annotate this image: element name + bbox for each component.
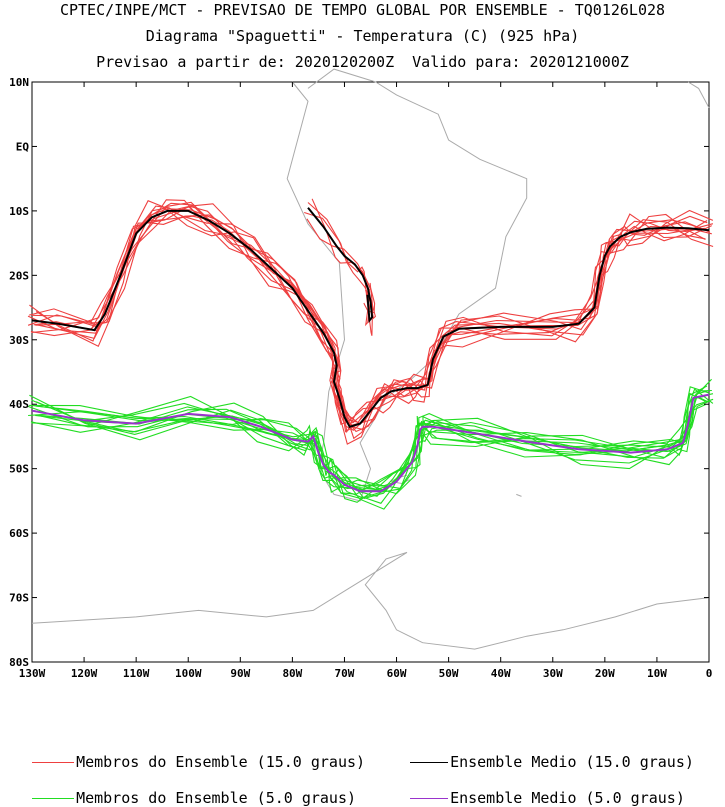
lat-tick-label-8: 70S [9, 592, 29, 605]
legend-swatch-mean-15 [410, 762, 449, 763]
lon-tick-label-7: 60W [387, 667, 407, 680]
legend-item-mean-15: Ensemble Medio (15.0 graus) [392, 735, 694, 771]
member-15-line-8 [35, 202, 711, 431]
lon-tick-label-13: 0 [706, 667, 713, 680]
legend-label-mean-15: Ensemble Medio (15.0 graus) [450, 753, 694, 771]
lat-tick-label-2: 10S [9, 205, 29, 218]
member-5-line-13 [31, 392, 706, 490]
coastline-1 [31, 551, 710, 650]
title-line-2: Diagrama "Spaguetti" - Temperatura (C) (… [145, 27, 580, 45]
mean-5-line [31, 393, 710, 493]
lon-tick-label-3: 100W [175, 667, 202, 680]
coastline-layer [31, 68, 710, 650]
coastline-3 [516, 493, 522, 497]
member-15-line-11 [31, 201, 714, 426]
lat-tick-label-6: 50S [9, 463, 29, 476]
member-15-line-7 [29, 203, 714, 445]
legend-swatch-members-15 [32, 762, 75, 763]
lon-tick-label-6: 70W [335, 667, 355, 680]
member-15-line-2 [30, 199, 706, 434]
member-5-line-11 [31, 395, 714, 510]
legend-item-mean-5: Ensemble Medio (5.0 graus) [392, 771, 685, 807]
member-5-line-10 [27, 386, 710, 495]
lon-tick-label-11: 20W [595, 667, 615, 680]
lat-tick-label-1: EQ [16, 140, 30, 153]
lat-tick-label-4: 30S [9, 334, 29, 347]
lat-tick-label-0: 10N [9, 76, 29, 89]
coastline-0 [286, 68, 528, 502]
lon-tick-label-0: 130W [19, 667, 46, 680]
coastline-4 [687, 81, 710, 109]
lat-tick-label-9: 80S [9, 656, 29, 669]
member-15-andes-line-3 [304, 211, 374, 336]
member-5-line-3 [28, 378, 712, 495]
lon-tick-label-12: 10W [647, 667, 667, 680]
lat-tick-label-7: 60S [9, 527, 29, 540]
lon-tick-label-5: 80W [282, 667, 302, 680]
lat-tick-label-3: 20S [9, 269, 29, 282]
lon-tick-label-8: 50W [439, 667, 459, 680]
mean-15-line [31, 209, 710, 428]
ensemble-mean-layer [31, 207, 710, 493]
legend-label-members-15: Membros do Ensemble (15.0 graus) [76, 753, 366, 771]
map-frame [31, 81, 710, 663]
legend-item-members-5: Membros do Ensemble (5.0 graus) [14, 771, 356, 807]
member-5-line-12 [36, 390, 709, 499]
member-15-andes-line-2 [306, 218, 371, 327]
lat-tick-label-5: 40S [9, 398, 29, 411]
lon-tick-label-10: 30W [543, 667, 563, 680]
member-15-line-5 [35, 206, 706, 424]
legend-swatch-mean-5 [410, 798, 449, 799]
lon-tick-label-1: 120W [71, 667, 98, 680]
member-5-line-5 [35, 395, 706, 504]
legend-swatch-members-5 [32, 798, 75, 799]
title-line-3: Previsao a partir de: 2020120200Z Valido… [96, 53, 629, 71]
title-line-1: CPTEC/INPE/MCT - PREVISAO DE TEMPO GLOBA… [59, 1, 666, 19]
lon-tick-label-2: 110W [123, 667, 150, 680]
lon-tick-label-9: 40W [491, 667, 511, 680]
mean-15-andes-line [307, 207, 374, 323]
member-5-line-9 [33, 386, 706, 491]
legend-item-members-15: Membros do Ensemble (15.0 graus) [14, 735, 365, 771]
lon-tick-label-4: 90W [230, 667, 250, 680]
